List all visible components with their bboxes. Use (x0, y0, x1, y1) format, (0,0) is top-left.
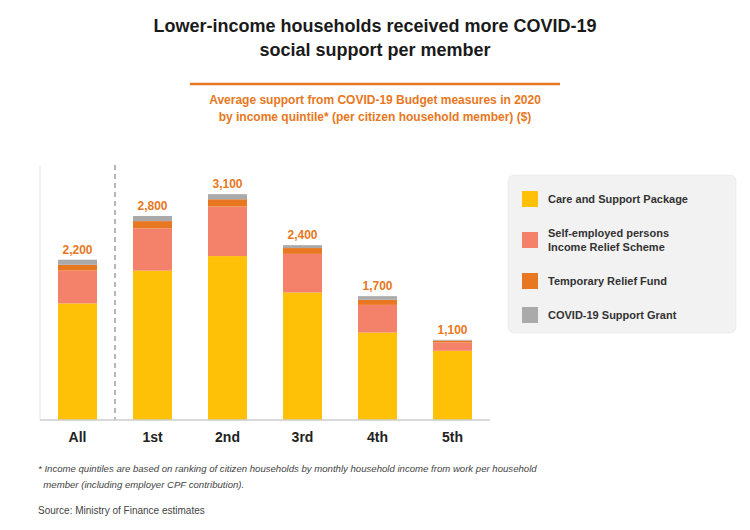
total-label: 1,700 (362, 279, 392, 293)
legend-swatch (522, 232, 538, 248)
bar-segment (58, 265, 97, 271)
bar-segment (58, 271, 97, 304)
legend-swatch (522, 307, 538, 323)
bar-segment (58, 260, 97, 265)
chart-container: Lower-income households received more CO… (0, 0, 750, 530)
x-tick-label: 1st (142, 429, 163, 445)
x-tick-label: 3rd (292, 429, 314, 445)
bar-segment (358, 296, 397, 300)
subtitle: Average support from COVID-19 Budget mea… (209, 93, 541, 124)
text-line: Care and Support Package (548, 193, 688, 205)
bar-segment (133, 271, 172, 420)
bar-segment (208, 194, 247, 199)
text-line: Self-employed persons (548, 227, 669, 239)
legend-swatch (522, 191, 538, 207)
text-line: Lower-income households received more CO… (153, 16, 596, 36)
title-rule (190, 83, 560, 86)
bar-segment (283, 248, 322, 254)
legend-label: Care and Support Package (548, 193, 688, 205)
legend-label: COVID-19 Support Grant (548, 309, 677, 321)
bar-segment (358, 333, 397, 420)
total-label: 3,100 (212, 177, 242, 191)
legend-label: Self-employed persons Income Relief Schem… (548, 227, 669, 253)
legend-box (508, 175, 736, 333)
bar-segment (433, 341, 472, 343)
x-tick-label: 5th (442, 429, 463, 445)
bar-segment (358, 305, 397, 333)
footnote: * Income quintiles are based on ranking … (38, 463, 537, 474)
text-line: Temporary Relief Fund (548, 275, 667, 287)
bar-segment (208, 256, 247, 420)
text-line: social support per member (259, 40, 490, 60)
bar-segment (208, 207, 247, 257)
bar-segment (283, 245, 322, 248)
text-line: COVID-19 Support Grant (548, 309, 677, 321)
legend-label: Temporary Relief Fund (548, 275, 667, 287)
bar-segment (358, 300, 397, 305)
total-label: 2,200 (62, 243, 92, 257)
bar-segment (283, 254, 322, 293)
text-line: by income quintile* (per citizen househo… (219, 110, 532, 124)
total-label: 2,800 (137, 199, 167, 213)
bar-segment (133, 216, 172, 221)
footnote: member (including employer CPF contribut… (38, 479, 244, 490)
total-label: 1,100 (437, 323, 467, 337)
bar-segment (433, 351, 472, 420)
bars (58, 194, 472, 420)
bar-segment (283, 293, 322, 421)
chart-svg: Lower-income households received more CO… (0, 0, 750, 530)
x-tick-label: All (69, 429, 87, 445)
total-label: 2,400 (287, 228, 317, 242)
x-tick-label: 2nd (215, 429, 240, 445)
legend: Care and Support Package Self-employed pe… (508, 175, 736, 333)
bar-segment (133, 228, 172, 270)
title: Lower-income households received more CO… (153, 16, 596, 60)
bar-segment (58, 303, 97, 420)
x-tick-label: 4th (367, 429, 388, 445)
legend-swatch (522, 273, 538, 289)
source: Source: Ministry of Finance estimates (38, 505, 205, 516)
separator (114, 165, 115, 420)
baseline (40, 419, 490, 421)
text-line: Average support from COVID-19 Budget mea… (209, 93, 541, 107)
bar-segment (433, 339, 472, 341)
text-line: Income Relief Scheme (548, 241, 665, 253)
bar-segment (433, 342, 472, 350)
bar-segment (133, 221, 172, 228)
bar-segment (208, 199, 247, 206)
y-range-line (40, 165, 41, 420)
